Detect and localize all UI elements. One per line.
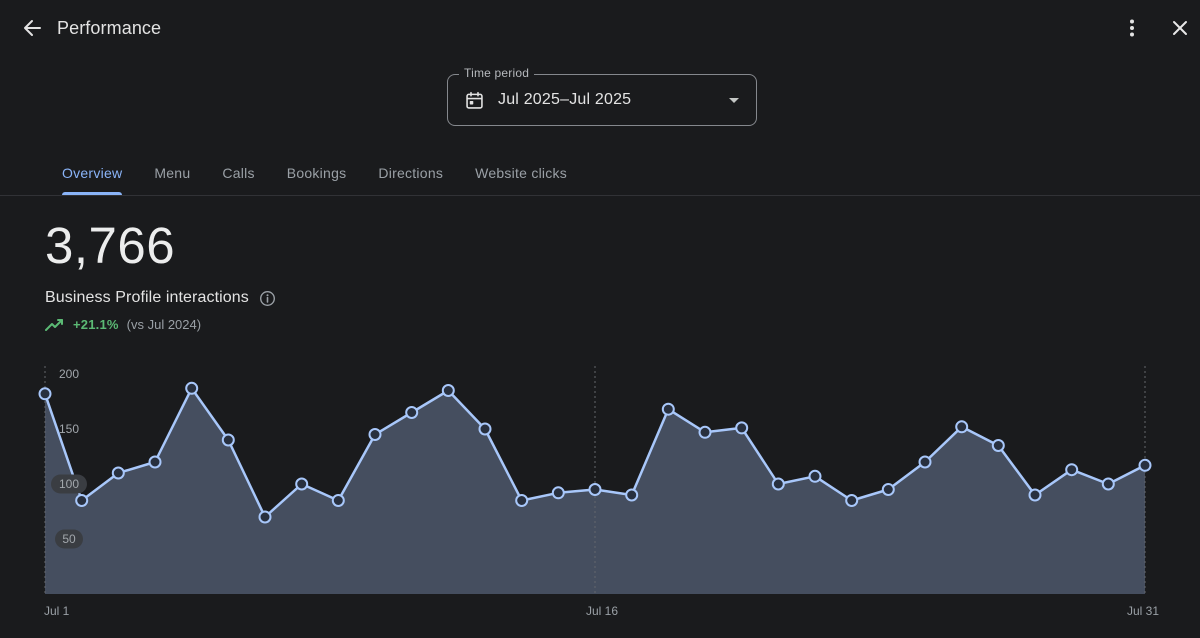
close-icon bbox=[1173, 21, 1187, 35]
metric-delta-context: (vs Jul 2024) bbox=[126, 317, 202, 332]
chart-point-jul-9[interactable] bbox=[331, 494, 345, 507]
chart-point-jul-16[interactable] bbox=[588, 483, 602, 496]
chart-point-jul-15[interactable] bbox=[551, 486, 565, 500]
interactions-chart-svg[interactable]: 200 150 100 50 bbox=[0, 356, 1200, 606]
y-tick-label: 100 bbox=[59, 477, 79, 491]
info-button[interactable] bbox=[259, 290, 276, 307]
chart-point-jul-27[interactable] bbox=[991, 439, 1005, 452]
app-bar: Performance bbox=[0, 0, 1200, 56]
back-arrow-icon bbox=[24, 20, 41, 36]
chart-point-jul-8[interactable] bbox=[295, 477, 309, 491]
dropdown-caret-icon bbox=[729, 98, 739, 103]
chart-point-jul-21[interactable] bbox=[771, 477, 785, 491]
chart-point-jul-3[interactable] bbox=[111, 466, 125, 480]
chart-point-jul-12[interactable] bbox=[441, 384, 455, 397]
chart-point-jul-30[interactable] bbox=[1101, 477, 1115, 491]
tab-calls[interactable]: Calls bbox=[206, 151, 270, 195]
metric-delta: +21.1% bbox=[73, 317, 119, 332]
y-tick-label: 200 bbox=[59, 367, 79, 381]
tab-directions[interactable]: Directions bbox=[362, 151, 459, 195]
tab-bar: Overview Menu Calls Bookings Directions … bbox=[0, 151, 1200, 196]
chart-point-jul-13[interactable] bbox=[478, 422, 492, 436]
chart-point-jul-26[interactable] bbox=[955, 420, 969, 434]
chart-point-jul-4[interactable] bbox=[148, 455, 162, 469]
chart-point-jul-23[interactable] bbox=[845, 494, 859, 507]
y-tick-label: 50 bbox=[62, 532, 76, 546]
x-tick-label-start: Jul 1 bbox=[44, 604, 70, 618]
chart-point-jul-17[interactable] bbox=[625, 488, 639, 502]
kebab-menu-icon bbox=[1130, 19, 1134, 37]
metric-value: 3,766 bbox=[45, 217, 176, 274]
metric-delta-row: +21.1% (vs Jul 2024) bbox=[45, 317, 201, 332]
chart-point-jul-6[interactable] bbox=[221, 433, 235, 447]
chart-point-jul-25[interactable] bbox=[918, 455, 932, 469]
y-tick-label: 150 bbox=[59, 422, 79, 436]
chart-point-jul-7[interactable] bbox=[258, 510, 272, 524]
chart-point-jul-18[interactable] bbox=[661, 402, 675, 416]
chart-point-jul-11[interactable] bbox=[405, 406, 419, 419]
tab-bookings[interactable]: Bookings bbox=[271, 151, 363, 195]
page-title: Performance bbox=[57, 18, 162, 38]
interactions-chart: 200 150 100 50 Jul 1 Jul 16 Jul 31 bbox=[0, 356, 1200, 626]
chart-point-jul-28[interactable] bbox=[1028, 488, 1042, 502]
chart-point-jul-5[interactable] bbox=[185, 381, 199, 395]
tab-overview[interactable]: Overview bbox=[46, 151, 138, 195]
y-tick-pill bbox=[55, 529, 83, 549]
chart-point-jul-14[interactable] bbox=[515, 494, 529, 507]
info-icon bbox=[259, 290, 275, 306]
x-tick-label-end: Jul 31 bbox=[1126, 604, 1160, 618]
chart-point-jul-20[interactable] bbox=[735, 421, 749, 435]
chart-point-jul-1[interactable] bbox=[38, 387, 52, 401]
kebab-menu-button[interactable] bbox=[1112, 8, 1152, 48]
metric-label: Business Profile interactions bbox=[45, 289, 249, 306]
chart-point-jul-22[interactable] bbox=[808, 469, 822, 483]
time-period-label: Time period bbox=[459, 66, 535, 80]
chart-point-jul-19[interactable] bbox=[698, 425, 712, 439]
chart-point-jul-10[interactable] bbox=[368, 428, 382, 441]
calendar-icon bbox=[464, 90, 485, 111]
x-axis-labels: Jul 1 Jul 16 Jul 31 bbox=[0, 604, 1200, 620]
trend-up-icon bbox=[45, 318, 63, 331]
y-tick-pill bbox=[51, 474, 87, 494]
chart-point-jul-29[interactable] bbox=[1065, 463, 1079, 477]
metric-label-row: Business Profile interactions bbox=[45, 289, 276, 307]
back-button[interactable] bbox=[12, 8, 52, 48]
tab-website-clicks[interactable]: Website clicks bbox=[459, 151, 583, 195]
x-tick-label-mid: Jul 16 bbox=[585, 604, 619, 618]
tab-menu[interactable]: Menu bbox=[138, 151, 206, 195]
time-period-value: Jul 2025–Jul 2025 bbox=[498, 91, 632, 108]
chart-point-jul-2[interactable] bbox=[75, 494, 89, 507]
time-period-field[interactable]: Time period Jul 2025–Jul 2025 bbox=[447, 66, 757, 126]
close-button[interactable] bbox=[1160, 8, 1200, 48]
chart-point-jul-24[interactable] bbox=[881, 483, 895, 496]
chart-point-jul-31[interactable] bbox=[1138, 458, 1152, 472]
